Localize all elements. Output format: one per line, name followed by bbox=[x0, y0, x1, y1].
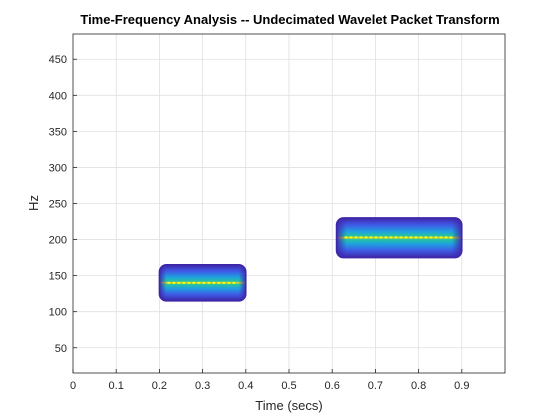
x-tick-label: 0 bbox=[70, 380, 76, 392]
x-tick-label: 0.2 bbox=[152, 380, 167, 392]
y-tick-label: 400 bbox=[49, 90, 67, 102]
tf-region-2 bbox=[335, 217, 463, 259]
y-axis-ticks: 50 100 150 200 250 300 350 400 450 bbox=[49, 54, 77, 355]
tf-region-1 bbox=[158, 264, 247, 302]
y-tick-label: 50 bbox=[55, 343, 67, 355]
y-tick-label: 300 bbox=[49, 162, 67, 174]
x-tick-label: 0.6 bbox=[325, 380, 340, 392]
y-tick-label: 150 bbox=[49, 271, 67, 283]
x-tick-label: 0.9 bbox=[454, 380, 469, 392]
grid bbox=[73, 34, 505, 373]
chart-title: Time-Frequency Analysis -- Undecimated W… bbox=[80, 12, 499, 27]
y-tick-label: 100 bbox=[49, 307, 67, 319]
x-tick-label: 0.8 bbox=[411, 380, 426, 392]
x-tick-label: 0.3 bbox=[195, 380, 210, 392]
x-axis-label: Time (secs) bbox=[255, 398, 322, 413]
x-tick-label: 0.1 bbox=[109, 380, 124, 392]
y-tick-label: 200 bbox=[49, 235, 67, 247]
tf-region-outline bbox=[335, 217, 463, 259]
x-tick-label: 0.5 bbox=[281, 380, 296, 392]
x-tick-label: 0.4 bbox=[238, 380, 253, 392]
x-tick-label: 0.7 bbox=[368, 380, 383, 392]
y-tick-label: 250 bbox=[49, 199, 67, 211]
y-axis-label: Hz bbox=[26, 195, 41, 211]
y-tick-label: 350 bbox=[49, 126, 67, 138]
x-axis-ticks: 0 0.1 0.2 0.3 0.4 0.5 0.6 0.7 0.8 0.9 bbox=[70, 369, 469, 392]
tf-region-edge bbox=[336, 217, 462, 258]
tf-region-outline bbox=[158, 264, 247, 302]
y-tick-label: 450 bbox=[49, 54, 67, 66]
heatmap-layer bbox=[158, 217, 463, 302]
